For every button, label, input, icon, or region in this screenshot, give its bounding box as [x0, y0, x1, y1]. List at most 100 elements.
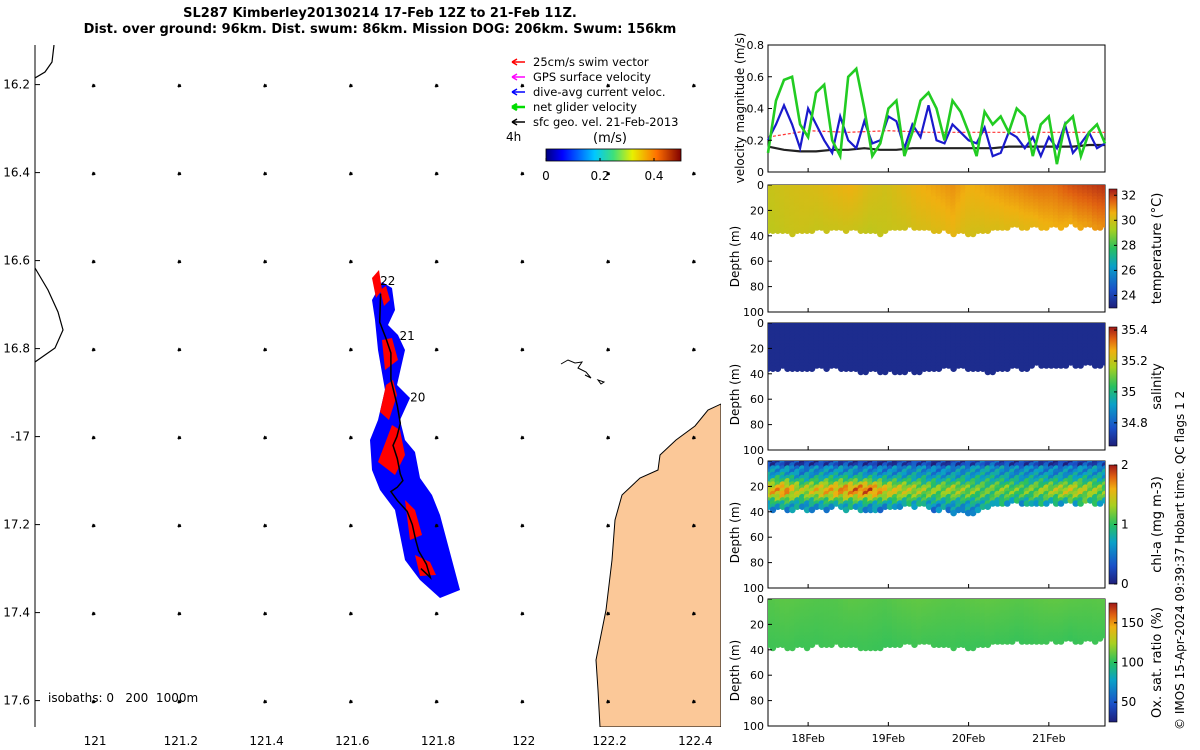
map-xtick-label: 122.4: [678, 734, 712, 748]
depth-tick-label: 0: [757, 455, 764, 468]
map-ytick-label: 17.4: [3, 606, 30, 620]
profile-sample: [969, 230, 977, 238]
map-ytick-label: -17: [10, 430, 30, 444]
profile-sample: [1013, 362, 1021, 369]
time-tick-label: 19Feb: [872, 732, 905, 745]
profile-sample: [916, 368, 923, 376]
profile-sample: [886, 503, 894, 511]
sfc-geo-arrow: [691, 611, 696, 616]
profile-sample: [984, 368, 992, 376]
profile-sample: [818, 503, 825, 511]
depth-axis-label: Depth (m): [728, 502, 742, 563]
profile-sample: [852, 365, 860, 373]
legend-swim-vector: 25cm/s swim vector: [533, 55, 649, 69]
profile-sample: [808, 227, 816, 234]
profile-sample: [1043, 362, 1050, 369]
colorbar-tick-label: 26: [1121, 263, 1136, 277]
profile-sample: [950, 509, 957, 517]
sfc-geo-arrow: [520, 523, 525, 528]
sfc-geo-arrow: [606, 611, 610, 616]
colorbar-tick-label: 28: [1121, 238, 1136, 252]
day-label: 20: [410, 390, 425, 404]
profile-sample: [877, 230, 884, 238]
profile-sample: [1082, 497, 1089, 504]
profile-sample: [1023, 638, 1031, 645]
profile-sample: [955, 227, 962, 234]
profile-sample: [833, 638, 840, 645]
profile-sample: [960, 506, 967, 514]
sfc-geo-arrow: [606, 435, 610, 440]
map-xtick-label: 121.6: [335, 734, 369, 748]
profile-sample: [789, 644, 796, 652]
sfc-geo-arrow: [691, 171, 696, 176]
profile-sample: [994, 365, 1001, 373]
map-xtick-label: 122.2: [592, 734, 626, 748]
profile-sample: [1101, 221, 1105, 228]
profile-sample: [979, 503, 987, 511]
time-step-label: 4h: [506, 130, 521, 144]
map-ytick-label: 16.6: [3, 254, 30, 268]
profile-sample: [803, 227, 811, 234]
profile-sample: [833, 500, 840, 507]
profile-sample: [1057, 224, 1065, 231]
chla-data: [768, 461, 1105, 517]
profile-sample: [872, 365, 879, 373]
profile-sample: [867, 644, 874, 652]
sfc-geo-arrow: [691, 259, 696, 264]
profile-sample: [1057, 638, 1065, 645]
profile-sample: [891, 224, 899, 231]
profile-sample: [925, 365, 933, 373]
colorbar-tick-label: 150: [1121, 616, 1144, 630]
land-mass: [595, 403, 721, 727]
map-colorbar-tick-label: 0.4: [644, 169, 663, 183]
profile-sample: [999, 224, 1006, 231]
profile-sample: [823, 365, 830, 373]
legend-net-glider: net glider velocity: [533, 100, 637, 114]
profile-sample: [774, 365, 782, 373]
map-ytick-label: 16.8: [3, 342, 30, 356]
velocity-series: [766, 66, 1107, 165]
sfc-geo-arrow: [520, 171, 525, 176]
profile-sample: [1096, 362, 1104, 369]
profile-sample: [1077, 362, 1084, 369]
profile-sample: [823, 227, 830, 234]
figure-title-line2: Dist. over ground: 96km. Dist. swum: 86k…: [83, 22, 677, 37]
profile-sample: [769, 227, 777, 234]
profile-sample: [984, 503, 992, 511]
sfc-geo-arrow: [691, 435, 696, 440]
profile-sample: [1048, 362, 1055, 369]
profile-sample: [789, 506, 796, 514]
profile-sample: [906, 221, 913, 228]
profile-sample: [867, 365, 874, 373]
profile-sample: [1043, 638, 1050, 645]
profile-sample: [852, 503, 860, 511]
sfc-geo-arrow: [520, 259, 525, 264]
profile-sample: [950, 644, 957, 652]
profile-sample: [789, 365, 796, 373]
depth-axis-label: Depth (m): [728, 364, 742, 425]
sfc-geo-arrow: [263, 523, 267, 528]
day-label: 21: [399, 329, 414, 343]
sfc-geo-arrow: [434, 347, 439, 352]
velocity-ytick-label: 0.4: [747, 103, 765, 116]
profile-sample: [1048, 497, 1055, 504]
profile-sample: [1087, 497, 1094, 504]
profile-sample: [784, 506, 791, 514]
sfc-geo-arrow: [177, 259, 182, 264]
map-xtick-label: 121: [84, 734, 107, 748]
depth-tick-label: 100: [743, 444, 764, 457]
island-small: [596, 379, 606, 385]
velocity-ytick-label: 0: [757, 166, 764, 179]
depth-tick-label: 0: [757, 593, 764, 606]
salinity-colorbar: [1108, 326, 1118, 447]
profile-sample: [989, 500, 996, 507]
profile-sample: [1096, 500, 1104, 507]
profile-sample: [891, 641, 899, 648]
depth-tick-label: 60: [750, 393, 764, 406]
profile-sample: [794, 503, 801, 511]
profile-sample: [857, 506, 865, 514]
profile-sample: [1038, 638, 1045, 645]
velocity-series-line: [766, 66, 1107, 165]
colorbar-tick-label: 1: [1121, 518, 1129, 532]
profile-sample: [1077, 638, 1084, 645]
